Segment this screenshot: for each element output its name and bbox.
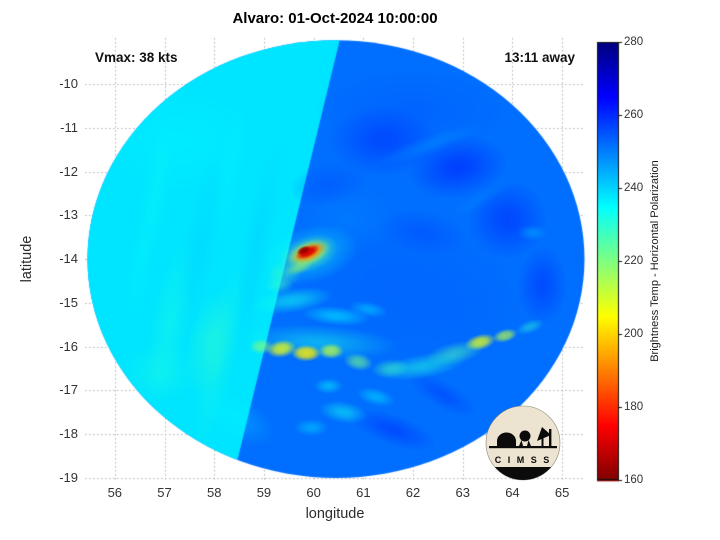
- observatory-dome-icon: [497, 432, 516, 446]
- x-tick-label: 64: [505, 485, 520, 500]
- x-tick-label: 58: [206, 485, 222, 500]
- y-tick-label: -12: [59, 163, 78, 179]
- colorbar-tick-label: 260: [624, 109, 644, 121]
- colorbar-tick-label: 160: [624, 474, 644, 486]
- y-tick-label: -17: [59, 382, 78, 398]
- x-tick-label: 60: [306, 485, 321, 500]
- colorbar-tick-label: 240: [624, 182, 644, 194]
- y-tick-label: -19: [59, 469, 78, 485]
- satellite-dish-icon: [537, 427, 551, 441]
- colorbar-tick-label: 200: [624, 328, 644, 340]
- x-tick-label: 62: [405, 485, 421, 500]
- cimss-logo: C I M S S: [485, 405, 561, 481]
- ground-line: [489, 446, 557, 449]
- x-tick-label: 65: [554, 485, 570, 500]
- radome-legs: [519, 440, 531, 446]
- vmax-annotation: Vmax: 38 kts: [95, 50, 178, 65]
- y-tick-label: -10: [59, 75, 78, 91]
- y-tick-label: -11: [60, 119, 78, 135]
- radome-icon: [519, 430, 531, 442]
- y-tick-label: -16: [59, 338, 78, 354]
- time-away-annotation: 13:11 away: [504, 50, 575, 65]
- x-axis-label: longitude: [305, 506, 365, 522]
- dish-stand: [541, 437, 544, 446]
- y-tick-label: -13: [59, 207, 78, 223]
- cimss-logo-text: C I M S S: [495, 455, 552, 465]
- colorbar-tick-label: 220: [624, 255, 644, 267]
- x-tick-label: 56: [107, 485, 123, 500]
- y-axis-label: latitude: [19, 235, 35, 283]
- y-tick-label: -14: [59, 251, 78, 267]
- x-tick-label: 57: [157, 485, 172, 500]
- x-tick-label: 59: [256, 485, 272, 500]
- colorbar-tick-label: 180: [624, 401, 644, 413]
- chart-title: Alvaro: 01-Oct-2024 10:00:00: [232, 10, 438, 27]
- y-tick-label: -18: [59, 426, 78, 442]
- colorbar-tick-label: 280: [624, 36, 644, 48]
- x-tick-label: 61: [356, 485, 371, 500]
- tower-icon: [549, 429, 552, 446]
- x-tick-label: 63: [455, 485, 470, 500]
- y-tick-label: -15: [59, 294, 78, 310]
